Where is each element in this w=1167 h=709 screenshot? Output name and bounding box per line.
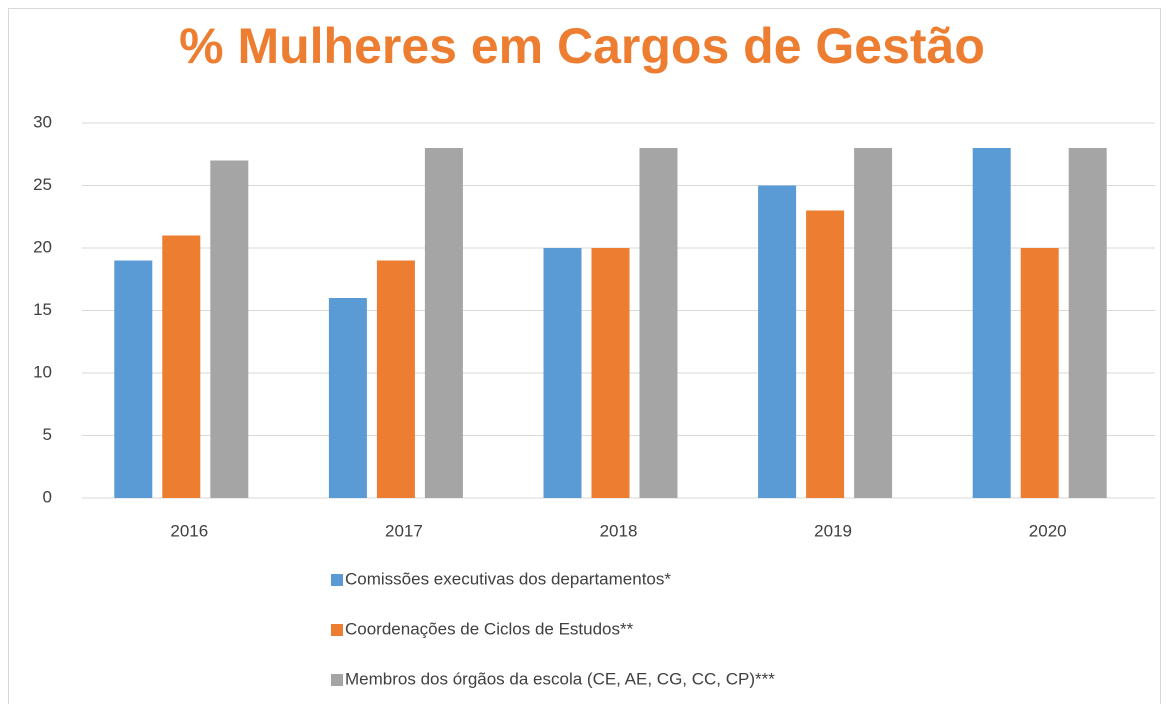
bar [591, 248, 630, 498]
y-tick-label: 0 [43, 487, 52, 506]
bar [424, 148, 463, 498]
x-tick-label: 2019 [814, 521, 852, 540]
bar [1020, 248, 1059, 498]
y-tick-label: 15 [33, 300, 52, 319]
legend-label: Membros dos órgãos da escola (CE, AE, CG… [345, 669, 775, 688]
y-tick-label: 10 [33, 362, 52, 381]
x-tick-label: 2016 [170, 521, 208, 540]
bar [972, 148, 1011, 498]
legend-swatch [331, 574, 343, 586]
bar [376, 260, 415, 498]
chart-frame [8, 8, 1161, 709]
bar [1068, 148, 1107, 498]
bar [328, 298, 367, 498]
bar [543, 248, 582, 498]
chart-title: % Mulheres em Cargos de Gestão [179, 18, 985, 74]
y-tick-label: 5 [43, 425, 52, 444]
bar [114, 260, 153, 498]
y-tick-label: 30 [33, 112, 52, 131]
bar [210, 160, 249, 498]
bar [162, 235, 201, 498]
y-tick-label: 25 [33, 175, 52, 194]
legend-label: Coordenações de Ciclos de Estudos** [345, 619, 634, 638]
bar [854, 148, 893, 498]
x-tick-label: 2017 [385, 521, 423, 540]
bar [639, 148, 678, 498]
legend-swatch [331, 624, 343, 636]
x-tick-label: 2020 [1029, 521, 1067, 540]
y-tick-label: 20 [33, 237, 52, 256]
bar [758, 185, 797, 498]
legend-swatch [331, 674, 343, 686]
legend-label: Comissões executivas dos departamentos* [345, 569, 671, 588]
bar [806, 210, 845, 498]
x-tick-label: 2018 [600, 521, 638, 540]
